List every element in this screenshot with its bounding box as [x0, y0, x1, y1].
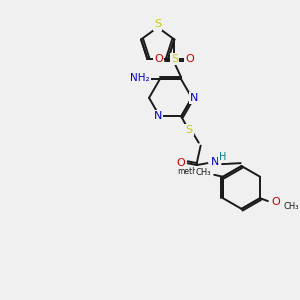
- Text: S: S: [171, 54, 178, 64]
- Text: O: O: [154, 54, 163, 64]
- Text: O: O: [186, 54, 194, 64]
- Text: CH₃: CH₃: [284, 202, 299, 211]
- Text: CH₃: CH₃: [196, 168, 211, 177]
- Text: N: N: [154, 111, 162, 122]
- Text: S: S: [154, 20, 161, 29]
- Text: O: O: [271, 197, 280, 207]
- Text: O: O: [201, 168, 210, 178]
- Text: S: S: [185, 125, 193, 135]
- Text: O: O: [177, 158, 186, 168]
- Text: H: H: [219, 152, 227, 162]
- Text: methoxy: methoxy: [177, 167, 211, 176]
- Text: N: N: [211, 157, 219, 167]
- Text: NH₂: NH₂: [130, 73, 150, 83]
- Text: N: N: [190, 93, 198, 103]
